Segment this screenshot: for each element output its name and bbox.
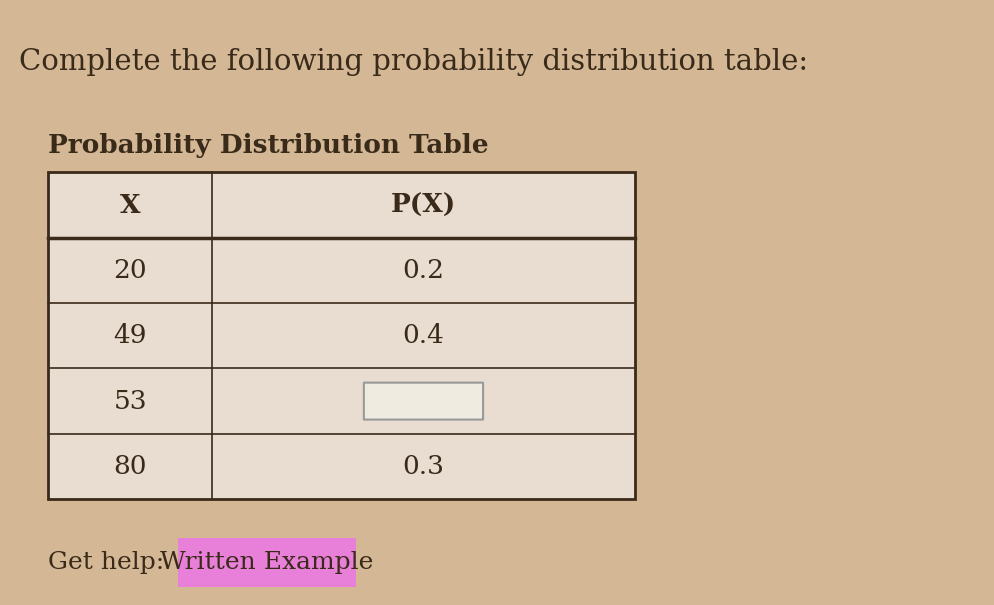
Text: 20: 20	[113, 258, 147, 283]
Text: P(X): P(X)	[391, 192, 455, 218]
Text: Get help:: Get help:	[48, 551, 164, 574]
Text: 0.2: 0.2	[403, 258, 444, 283]
Text: 0.4: 0.4	[403, 323, 444, 348]
Text: 0.3: 0.3	[403, 454, 444, 479]
Text: 53: 53	[113, 388, 147, 414]
Text: Complete the following probability distribution table:: Complete the following probability distr…	[19, 48, 807, 76]
Bar	[178, 538, 356, 587]
Text: 49: 49	[113, 323, 147, 348]
Text: Probability Distribution Table: Probability Distribution Table	[48, 133, 488, 158]
Text: Written Example: Written Example	[160, 551, 373, 574]
Text: X: X	[119, 192, 140, 218]
FancyBboxPatch shape	[364, 382, 483, 420]
Text: 80: 80	[113, 454, 147, 479]
Bar	[48, 172, 634, 499]
